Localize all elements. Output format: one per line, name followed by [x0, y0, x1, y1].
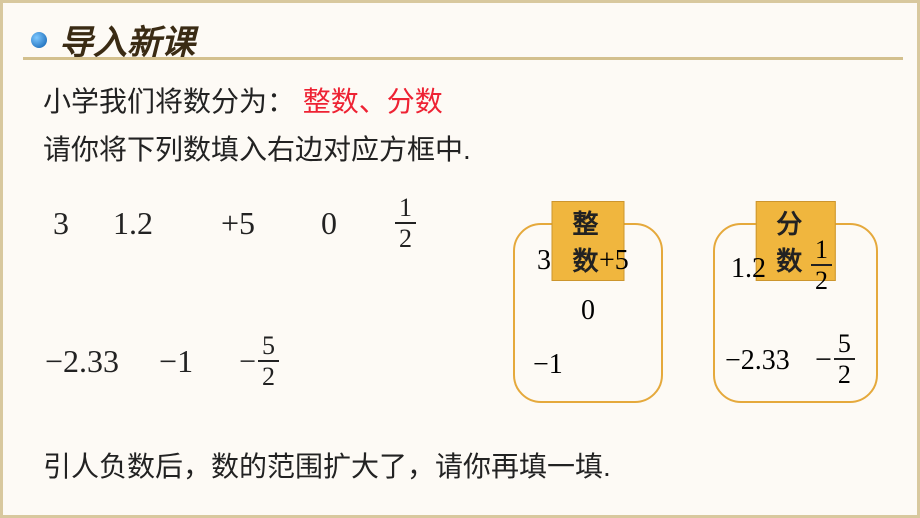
frac-neg52-sign: −	[239, 345, 256, 379]
num-plus5: +5	[221, 205, 255, 242]
frac-half-box: 1 2	[811, 237, 832, 294]
frac-neg52: − 5 2	[239, 333, 279, 390]
frac-half-num: 1	[395, 195, 416, 224]
int-plus5: +5	[599, 245, 629, 277]
line1: 小学我们将数分为： 整数、分数	[43, 81, 883, 123]
frac-neg52-den: 2	[262, 362, 275, 390]
numbers-row2: −2.33 −1 − 5 2	[45, 333, 279, 390]
num-0: 0	[321, 205, 337, 242]
frac-1p2: 1.2	[731, 253, 766, 285]
line1-pre: 小学我们将数分为：	[43, 86, 295, 117]
num-neg233: −2.33	[45, 343, 119, 380]
num-neg1: −1	[159, 343, 193, 380]
bottom-line: 引人负数后，数的范围扩大了，请你再填一填.	[43, 445, 611, 485]
numbers-row1: 3 1.2 +5 0 1 2	[53, 195, 416, 252]
box-fraction-content: 1.2 1 2 −2.33 − 5 2	[715, 225, 876, 401]
int-neg1: −1	[533, 349, 563, 381]
box-integer-content: 3 +5 0 −1	[515, 225, 661, 401]
int-0: 0	[581, 295, 595, 327]
line1-red: 整数、分数	[303, 86, 443, 117]
frac-neg52-box: − 5 2	[815, 331, 855, 388]
frac-half-den: 2	[399, 224, 412, 252]
bullet-icon	[31, 32, 47, 48]
int-3: 3	[537, 245, 551, 277]
header-underline	[23, 57, 903, 60]
frac-neg52-num: 5	[258, 333, 279, 362]
box-integer: 整数 3 +5 0 −1	[513, 223, 663, 403]
content-area: 小学我们将数分为： 整数、分数 请你将下列数填入右边对应方框中.	[43, 75, 883, 171]
num-1p2: 1.2	[113, 205, 153, 242]
num-3: 3	[53, 205, 69, 242]
line2: 请你将下列数填入右边对应方框中.	[43, 129, 883, 171]
frac-half: 1 2	[395, 195, 416, 252]
frac-neg233-box: −2.33	[725, 345, 790, 377]
box-fraction: 分数 1.2 1 2 −2.33 − 5 2	[713, 223, 878, 403]
